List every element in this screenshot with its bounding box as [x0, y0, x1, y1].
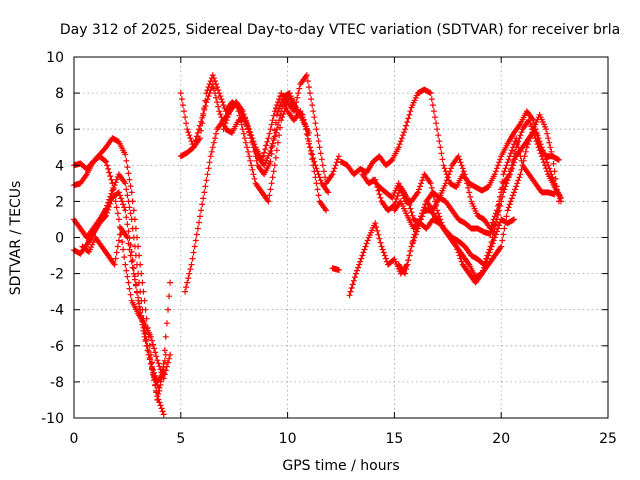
- x-tick-label: 25: [599, 431, 617, 447]
- x-tick-label: 5: [176, 431, 185, 447]
- axis-ticks: 0 5 10 15 20 25 -10 -8 -6 -4 -2 0 2 4 6 8 10: [41, 50, 617, 447]
- y-tick-label: -4: [50, 303, 64, 319]
- data-point-marks: [79, 225, 169, 394]
- x-tick-label: 15: [385, 431, 403, 447]
- y-tick-label: 10: [46, 50, 64, 66]
- grid-lines: [74, 57, 608, 418]
- series-arc-16: [391, 126, 564, 237]
- y-tick-label: -6: [50, 339, 64, 355]
- y-axis-label: SDTVAR / TECUs: [8, 181, 24, 296]
- chart-title: Day 312 of 2025, Sidereal Day-to-day VTE…: [60, 22, 620, 38]
- x-tick-label: 20: [492, 431, 510, 447]
- y-tick-label: 2: [55, 194, 64, 210]
- y-tick-label: -10: [41, 411, 64, 427]
- y-tick-label: -2: [50, 267, 64, 283]
- y-tick-label: 4: [55, 158, 64, 174]
- series-arc-9: [220, 90, 329, 214]
- y-tick-label: -8: [50, 375, 64, 391]
- y-tick-label: 8: [55, 86, 64, 102]
- x-tick-label: 0: [70, 431, 79, 447]
- series-arc-10: [329, 265, 342, 273]
- data-point-marks: [391, 126, 564, 237]
- y-tick-label: 0: [55, 231, 64, 247]
- x-tick-label: 10: [279, 431, 297, 447]
- data-point-marks: [329, 265, 342, 273]
- x-axis-label: GPS time / hours: [282, 458, 399, 474]
- y-tick-label: 6: [55, 122, 64, 138]
- series-arc-5: [79, 225, 169, 394]
- data-point-marks: [220, 90, 329, 214]
